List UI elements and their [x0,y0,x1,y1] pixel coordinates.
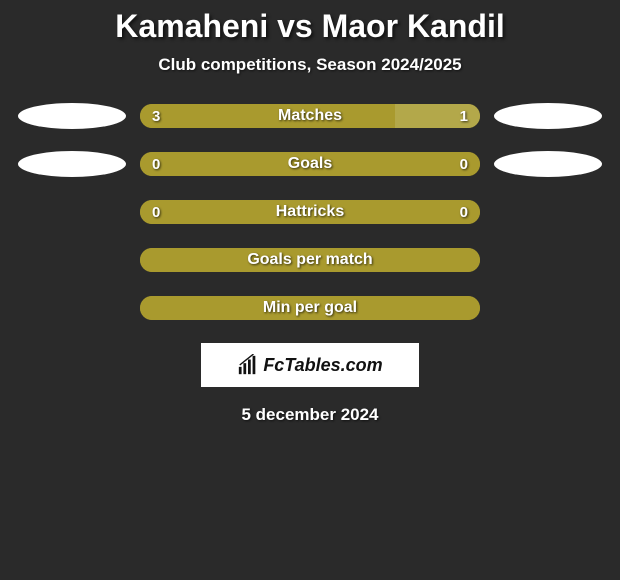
stat-row: Goals per match [0,247,620,273]
stat-row: Min per goal [0,295,620,321]
stat-bar: Goals0 0 [140,152,480,176]
stat-bar: Matches3 1 [140,104,480,128]
stat-label: Min per goal [140,299,480,317]
stat-value-left: 0 [152,204,160,221]
stat-label: Goals per match [140,251,480,269]
player-left-marker [18,103,126,129]
comparison-container: Kamaheni vs Maor Kandil Club competition… [0,0,620,425]
stat-value-right: 1 [460,108,468,125]
player-right-marker [494,103,602,129]
stat-row: Goals0 0 [0,151,620,177]
stat-bar: Hattricks0 0 [140,200,480,224]
stat-row: Matches3 1 [0,103,620,129]
stat-row: Hattricks0 0 [0,199,620,225]
stat-value-left: 0 [152,156,160,173]
stat-value-right: 0 [460,204,468,221]
stat-value-left: 3 [152,108,160,125]
stat-value-right: 0 [460,156,468,173]
stat-label: Goals [140,155,480,173]
date-text: 5 december 2024 [0,405,620,425]
stat-bar: Goals per match [140,248,480,272]
subtitle: Club competitions, Season 2024/2025 [0,55,620,75]
chart-icon [237,354,259,376]
logo-box[interactable]: FcTables.com [201,343,419,387]
page-title: Kamaheni vs Maor Kandil [0,8,620,45]
stat-bar: Min per goal [140,296,480,320]
player-right-marker [494,151,602,177]
logo-text: FcTables.com [263,355,382,376]
stat-label: Hattricks [140,203,480,221]
stat-label: Matches [140,107,480,125]
stat-rows: Matches31Goals00Hattricks00Goals per mat… [0,103,620,321]
player-left-marker [18,151,126,177]
